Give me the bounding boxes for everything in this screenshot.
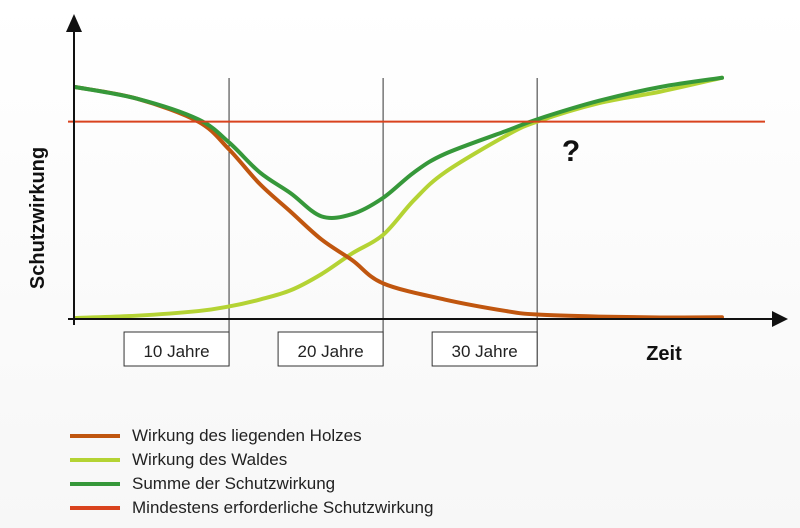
x-axis-label: Zeit xyxy=(646,343,682,365)
series-line-wald xyxy=(73,75,724,320)
x-axis-arrow xyxy=(772,311,788,327)
series-line-holz xyxy=(73,85,724,320)
series-line-summe xyxy=(73,75,724,220)
chart: 10 Jahre 20 Jahre 30 Jahre Zeit Schutzwirkun… xyxy=(27,14,788,367)
legend-swatch-holz xyxy=(70,434,120,438)
legend: Wirkung des liegenden Holzes Wirkung des… xyxy=(70,424,433,520)
legend-swatch-mindestens xyxy=(70,506,120,510)
period-label-box xyxy=(123,331,230,367)
period-label: 10 Jahre xyxy=(143,342,209,361)
legend-label-mindestens: Mindestens erforderliche Schutzwirkung xyxy=(132,498,434,517)
legend-label-holz: Wirkung des liegenden Holzes xyxy=(132,426,362,445)
period-label-box xyxy=(431,331,538,367)
legend-swatch-summe xyxy=(70,482,120,486)
legend-item-holz: Wirkung des liegenden Holzes xyxy=(70,424,433,448)
legend-item-mindestens: Mindestens erforderliche Schutzwirkung xyxy=(70,496,433,520)
legend-label-wald: Wirkung des Waldes xyxy=(132,450,288,469)
legend-item-summe: Summe der Schutzwirkung xyxy=(70,472,433,496)
annotation-question-mark: ? xyxy=(562,135,580,168)
legend-swatch-wald xyxy=(70,458,120,462)
legend-label-summe: Summe der Schutzwirkung xyxy=(132,474,336,493)
y-axis-label: Schutzwirkung xyxy=(27,147,49,289)
period-label: 20 Jahre xyxy=(298,342,364,361)
y-axis-arrow xyxy=(66,14,82,32)
period-label-box xyxy=(277,331,384,367)
legend-item-wald: Wirkung des Waldes xyxy=(70,448,433,472)
period-label: 30 Jahre xyxy=(452,342,518,361)
